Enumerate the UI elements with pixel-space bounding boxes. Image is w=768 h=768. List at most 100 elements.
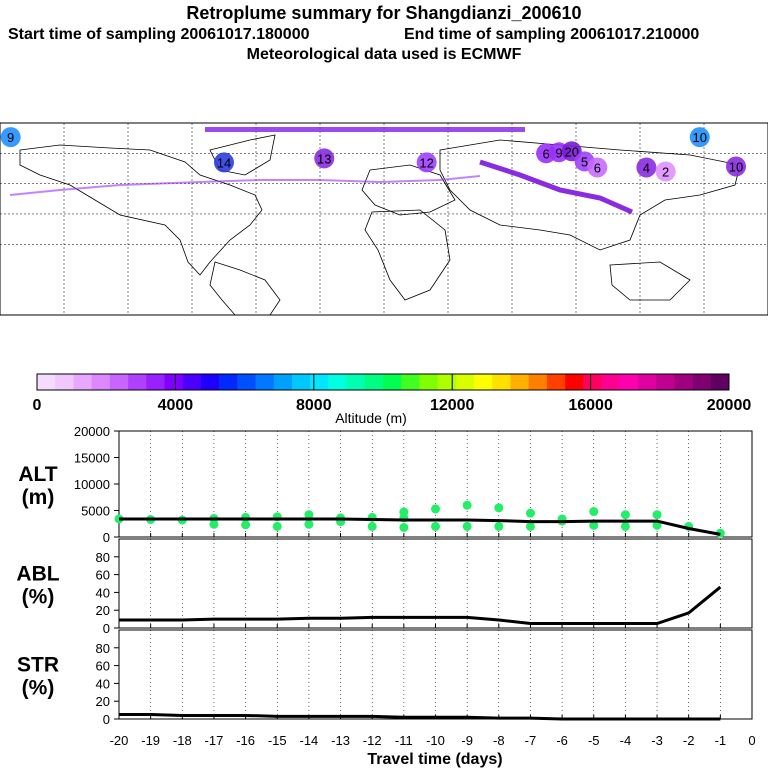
cluster-marker xyxy=(416,152,437,173)
y-axis-label-bottom: (%) xyxy=(22,677,55,700)
colorbar-cell xyxy=(455,374,475,390)
colorbar-cell xyxy=(273,374,293,390)
y-tick-label: 10000 xyxy=(74,477,110,492)
x-tick-label: -16 xyxy=(236,733,255,748)
colorbar-cell xyxy=(692,374,712,390)
y-tick-label: 20000 xyxy=(74,424,110,439)
x-tick-label: -5 xyxy=(588,733,600,748)
alt-scatter-point xyxy=(589,507,599,517)
colorbar-tick-label: 12000 xyxy=(430,397,475,414)
x-tick-label: -9 xyxy=(461,733,473,748)
colorbar-cell xyxy=(674,374,693,390)
colorbar-cell xyxy=(346,374,366,390)
alt-scatter-point xyxy=(431,521,440,531)
cluster-label: 6 xyxy=(594,160,601,175)
colorbar-cell xyxy=(55,374,74,390)
y-tick-label: 0 xyxy=(103,530,110,545)
alt-scatter-point xyxy=(589,520,599,530)
colorbar-cell xyxy=(510,374,529,390)
x-tick-label: -15 xyxy=(268,733,287,748)
alt-scatter-point xyxy=(304,510,314,520)
y-tick-label: 15000 xyxy=(74,451,110,466)
colorbar-cell xyxy=(546,374,566,390)
series-line-alt xyxy=(119,517,721,536)
series-line-abl xyxy=(119,585,722,626)
met-data-label: Meteorological data used is ECMWF xyxy=(246,46,522,63)
x-tick-label: -13 xyxy=(331,733,350,748)
alt-scatter-point xyxy=(620,521,630,531)
end-time-label: End time of sampling 20061017.210000 xyxy=(404,26,700,43)
colorbar-cell xyxy=(437,374,457,390)
colorbar-tick-label: 8000 xyxy=(296,397,332,414)
cluster-marker xyxy=(636,157,657,178)
alt-scatter-point xyxy=(304,519,314,529)
cluster-label: 6 xyxy=(543,146,550,161)
alt-scatter-point xyxy=(620,510,630,520)
colorbar-cell xyxy=(310,374,329,390)
cluster-label: 13 xyxy=(317,151,331,166)
trajectory-main xyxy=(479,159,634,215)
colorbar-cell xyxy=(656,374,675,390)
cluster-marker xyxy=(314,148,335,169)
alt-scatter-point xyxy=(652,510,662,520)
colorbar-cell xyxy=(565,374,584,390)
y-tick-label: 0 xyxy=(103,712,110,727)
alt-scatter-point xyxy=(494,503,504,513)
cluster-marker xyxy=(587,157,608,178)
colorbar-title: Altitude (m) xyxy=(335,410,407,426)
cluster-marker xyxy=(726,156,746,177)
colorbar-cell xyxy=(637,374,657,390)
x-tick-label: 0 xyxy=(748,733,755,748)
colorbar-cell xyxy=(583,374,602,390)
cluster-label: 5 xyxy=(581,154,588,169)
colorbar-tick-labels: 0 4000 8000 12000 16000 20000 xyxy=(33,374,752,414)
y-axis-label-bottom: (m) xyxy=(22,486,55,509)
colorbar-cell xyxy=(255,374,275,390)
alt-scatter-point xyxy=(272,521,282,531)
colorbar-cell xyxy=(200,374,220,390)
alt-scatter-point xyxy=(525,508,535,518)
colorbar-cell xyxy=(128,374,147,390)
colorbar-cell xyxy=(164,374,183,390)
y-tick-label: 40 xyxy=(96,585,110,600)
alt-scatter-point xyxy=(525,521,535,531)
cluster-label: 14 xyxy=(217,155,231,170)
cluster-label: 12 xyxy=(419,155,433,170)
alt-scatter-point xyxy=(462,500,472,510)
x-tick-label: -18 xyxy=(173,733,192,748)
x-tick-label: -19 xyxy=(141,733,160,748)
cluster-marker xyxy=(0,127,21,148)
x-tick-label: -20 xyxy=(110,733,129,748)
y-axis-label-bottom: (%) xyxy=(22,586,55,609)
cluster-marker xyxy=(214,152,234,173)
colorbar-cell xyxy=(91,374,111,390)
y-tick-label: 20 xyxy=(96,603,110,618)
x-tick-label: -12 xyxy=(363,733,382,748)
altitude-colorbar: 0 4000 8000 12000 16000 20000 Altitude (m) xyxy=(33,373,752,426)
alt-scatter-point xyxy=(241,520,251,530)
x-tick-label: -11 xyxy=(395,733,413,748)
panel-abl: 0 20 40 60 80 ABL(%) xyxy=(16,538,753,636)
map-graticule xyxy=(0,123,768,315)
trajectory-west xyxy=(9,175,481,196)
y-axis-label-top: ALT xyxy=(18,463,57,486)
colorbar-cell xyxy=(528,374,548,390)
x-tick-label: -6 xyxy=(556,733,568,748)
y-tick-label: 80 xyxy=(96,641,110,656)
colorbar-tick-label: 0 xyxy=(33,397,42,414)
cluster-label: 9 xyxy=(7,130,14,145)
x-tick-label: -4 xyxy=(620,733,632,748)
cluster-label: 2 xyxy=(662,165,669,180)
colorbar-cell xyxy=(383,374,402,390)
x-tick-label: -10 xyxy=(426,733,445,748)
page-title: Retroplume summary for Shangdianzi_20061… xyxy=(186,3,582,23)
x-tick-label: -14 xyxy=(300,733,319,748)
trajectory-band-top xyxy=(205,127,525,132)
colorbar-tick-label: 20000 xyxy=(707,397,752,414)
colorbar-cell xyxy=(291,374,311,390)
cluster-label: 9 xyxy=(555,145,562,160)
colorbar-cell xyxy=(601,374,621,390)
